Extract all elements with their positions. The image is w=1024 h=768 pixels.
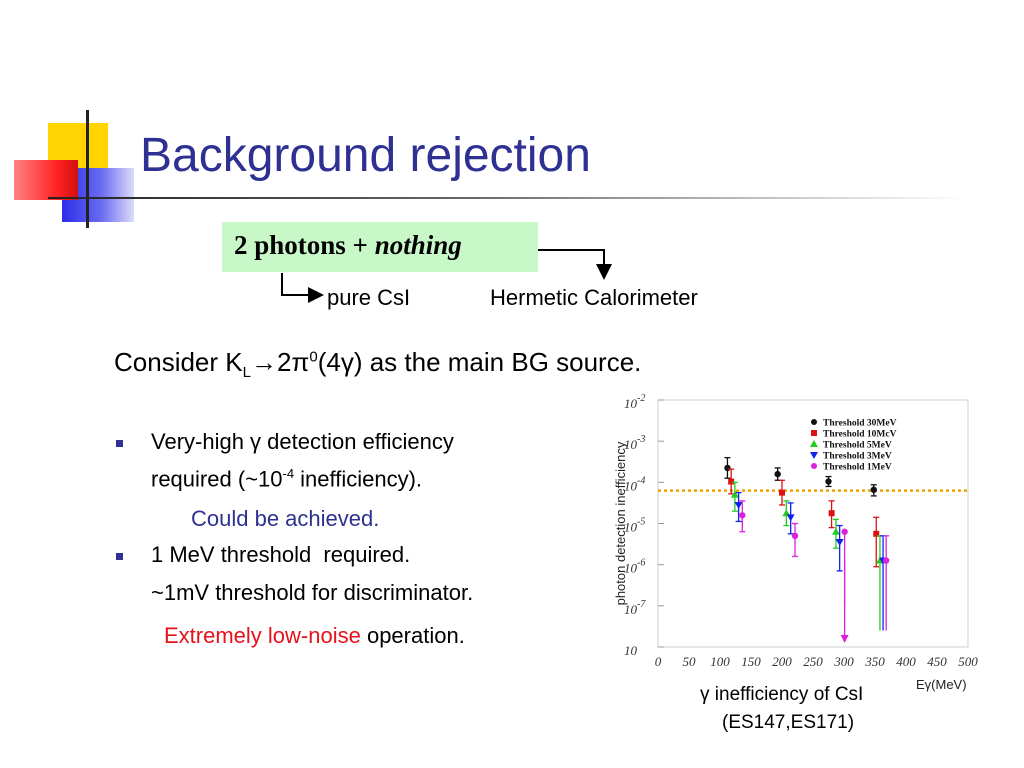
data-point [873, 530, 880, 537]
label-pure-csi: pure CsI [327, 285, 411, 310]
legend-marker [811, 430, 817, 436]
data-point [739, 512, 746, 519]
legend-marker [810, 452, 818, 459]
legend-label: Threshold 3MeV [823, 452, 892, 462]
bullet-marker-1 [116, 440, 123, 447]
limit-arrow-head [840, 635, 849, 643]
x-tick-label: 50 [683, 654, 697, 669]
y-tick-label: 10-2 [624, 393, 645, 411]
bullet-2-line1: 1 MeV threshold required. [151, 542, 411, 567]
x-tick-label: 100 [710, 654, 730, 669]
legend-marker [810, 440, 818, 447]
data-point [831, 527, 840, 535]
plot-frame [657, 399, 969, 648]
data-point [828, 510, 835, 517]
data-point [786, 514, 795, 522]
legend-label: Threshold 5MeV [823, 441, 892, 451]
title-underline [48, 197, 968, 199]
y-tick-label: 10-7 [624, 599, 646, 617]
data-point [870, 486, 877, 493]
data-point [779, 489, 785, 496]
x-tick-label: 400 [896, 654, 916, 669]
y-tick-label: 10-4 [624, 475, 645, 493]
chart-caption-2: (ES147,ES171) [722, 712, 855, 733]
data-point [730, 490, 739, 498]
bullet-1-line1: Very-high γ detection efficiency [151, 429, 454, 454]
y-tick-label: 10-5 [624, 517, 645, 535]
callout-text: 2 photons + nothing [234, 230, 462, 261]
x-tick-label: 500 [958, 654, 978, 669]
legend-marker [811, 463, 817, 469]
callout-box [222, 222, 538, 272]
x-tick-label: 150 [741, 654, 761, 669]
bullet-1-note: Could be achieved. [191, 506, 380, 531]
data-point [825, 478, 832, 485]
consider-line: Consider KL→2π0(4γ) as the main BG sourc… [114, 347, 642, 382]
x-axis-label: Eγ(MeV) [916, 677, 967, 692]
x-tick-label: 300 [833, 654, 854, 669]
legend-marker [811, 419, 817, 425]
y-axis-label: photon detection inefficiency [613, 441, 628, 605]
legend-label: Threshold 1MeV [823, 463, 892, 473]
y-tick-label: 10-6 [624, 558, 645, 576]
data-point [774, 470, 781, 478]
corner-red-block [14, 160, 78, 200]
x-tick-label: 250 [803, 654, 823, 669]
chart-caption-1: γ inefficiency of CsI [700, 684, 864, 705]
emphasis-red: Extremely low-noise [164, 623, 361, 648]
arrow-to-hermetic [538, 249, 612, 280]
bullet-marker-2 [116, 553, 123, 560]
data-point [734, 501, 743, 509]
corner-vertical-line [86, 110, 89, 228]
bullet-2-line2: ~1mV threshold for discriminator. [151, 580, 474, 605]
data-point [835, 539, 844, 547]
data-point [791, 532, 799, 540]
x-tick-label: 350 [864, 654, 885, 669]
x-tick-label: 450 [927, 654, 947, 669]
callout-italic: nothing [374, 230, 462, 260]
x-tick-label: 0 [655, 654, 662, 669]
legend-label: Threshold 10McV [823, 430, 897, 440]
callout-bold: 2 photons + [234, 230, 375, 260]
slide-title: Background rejection [140, 129, 591, 182]
data-point [882, 557, 890, 564]
y-tick-label: 10-3 [624, 434, 645, 452]
arrow-to-pure-csi [281, 273, 324, 303]
data-point [724, 464, 731, 472]
connector-arrows [281, 249, 612, 303]
data-point [728, 478, 735, 485]
bullet-1-line2: required (~10-4 inefficiency). [151, 466, 423, 492]
x-tick-label: 200 [772, 654, 792, 669]
emphasis-line: Extremely low-noise operation. [164, 623, 465, 648]
label-hermetic-calorimeter: Hermetic Calorimeter [490, 285, 698, 310]
legend-label: Threshold 30MeV [823, 419, 897, 429]
y-tick-label: 10 [624, 643, 638, 658]
data-point [841, 528, 848, 535]
